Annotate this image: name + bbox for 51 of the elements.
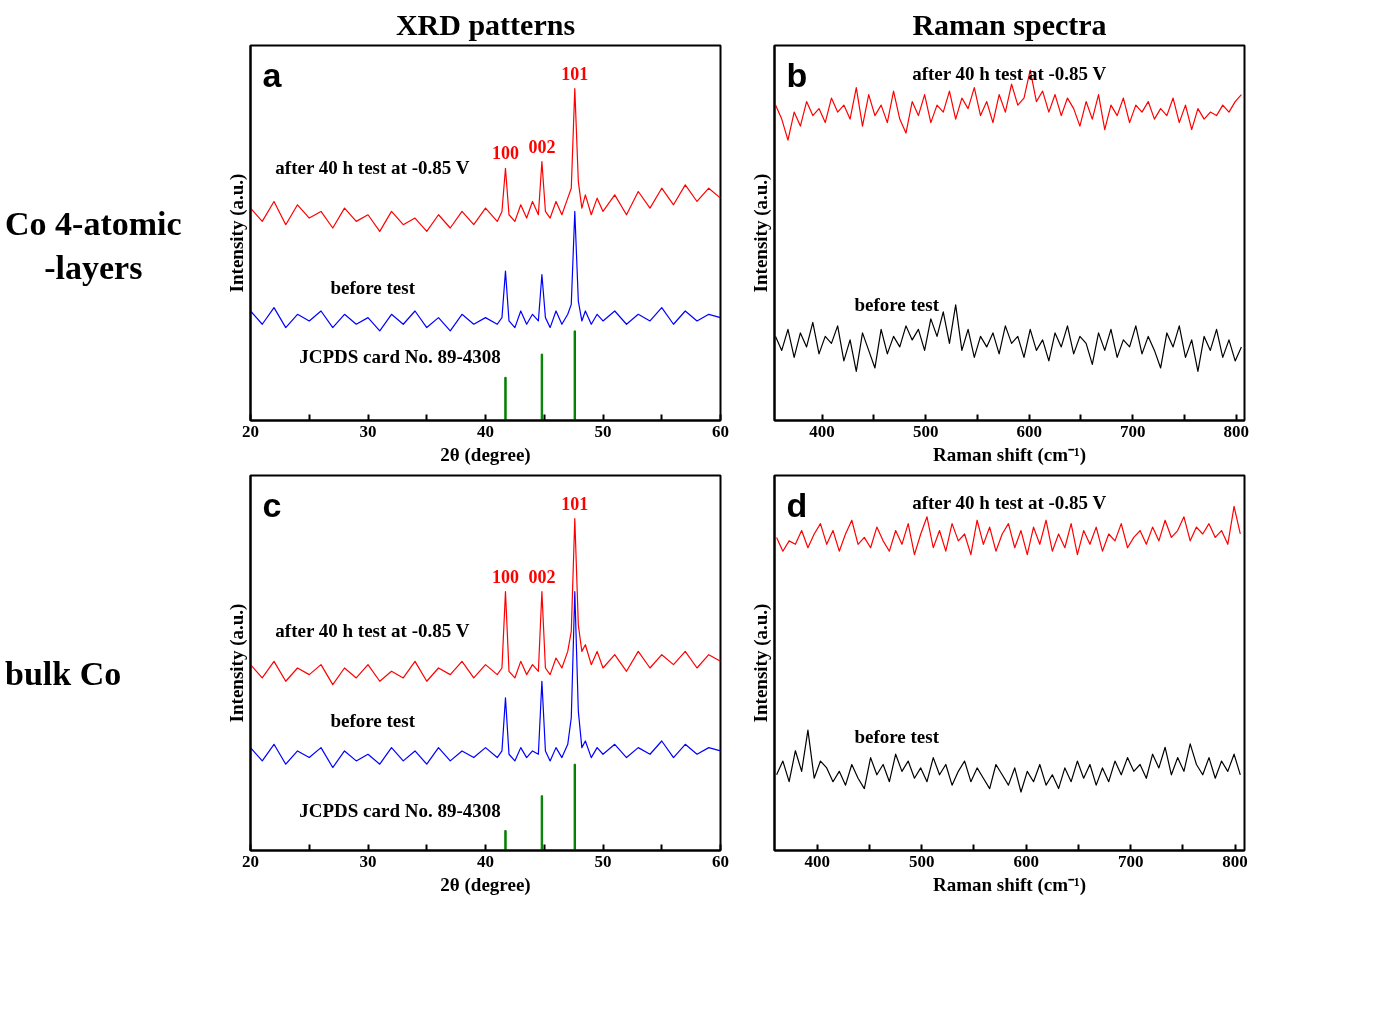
series-label: before test [854, 294, 940, 316]
annotation: 101 [561, 63, 589, 84]
x-tick-label: 20 [242, 851, 259, 871]
annotation: 100 [491, 143, 519, 164]
series-label: after 40 h test at -0.85 V [275, 157, 470, 179]
y-axis-title: Intensity (a.u.) [749, 173, 772, 293]
x-axis-title: Raman shift (cm⁻¹) [932, 873, 1087, 896]
series-label: after 40 h test at -0.85 V [275, 620, 470, 642]
x-tick-label: 60 [712, 421, 729, 441]
series-label: before test [854, 726, 940, 748]
chart-title: XRD patterns [395, 7, 576, 41]
x-tick-label: 500 [912, 421, 939, 441]
annotation: 100 [491, 566, 519, 587]
annotation: 002 [528, 566, 556, 587]
series-label: after 40 h test at -0.85 V [912, 492, 1107, 514]
annotation: d [786, 485, 808, 524]
annotation: a [262, 55, 283, 94]
x-tick-label: 800 [1222, 851, 1248, 871]
series-label: before test [330, 276, 416, 298]
x-tick-label: 40 [477, 421, 494, 441]
annotation: 002 [528, 136, 556, 157]
y-axis-title: Intensity (a.u.) [225, 173, 248, 293]
x-tick-label: 600 [1016, 421, 1042, 441]
text: Co 4-atomic -layers [5, 204, 182, 289]
x-tick-label: 50 [594, 421, 612, 441]
x-tick-label: 30 [359, 421, 377, 441]
x-axis-title: 2θ (degree) [440, 443, 531, 466]
chart-title: Raman spectra [912, 7, 1107, 41]
x-tick-label: 700 [1119, 421, 1146, 441]
x-tick-label: 600 [1013, 851, 1039, 871]
y-axis-title: Intensity (a.u.) [225, 603, 248, 723]
series-label: JCPDS card No. 89-4308 [299, 346, 501, 368]
x-axis-title: Raman shift (cm⁻¹) [932, 443, 1087, 466]
x-tick-label: 60 [712, 851, 729, 871]
x-tick-label: 20 [242, 421, 259, 441]
series-label: JCPDS card No. 89-4308 [299, 799, 501, 821]
x-tick-label: 400 [809, 421, 835, 441]
annotation: 101 [561, 493, 589, 514]
text: bulk Co [5, 654, 122, 694]
y-axis-title: Intensity (a.u.) [749, 603, 772, 723]
x-tick-label: 800 [1223, 421, 1249, 441]
x-axis-title: 2θ (degree) [440, 873, 531, 896]
x-tick-label: 700 [1117, 851, 1144, 871]
x-tick-label: 30 [359, 851, 377, 871]
x-tick-label: 50 [594, 851, 612, 871]
x-tick-label: 400 [804, 851, 831, 871]
x-tick-label: 40 [477, 851, 494, 871]
series-label: before test [330, 710, 416, 732]
x-tick-label: 500 [909, 851, 935, 871]
annotation: c [262, 485, 282, 524]
annotation: b [786, 55, 808, 94]
